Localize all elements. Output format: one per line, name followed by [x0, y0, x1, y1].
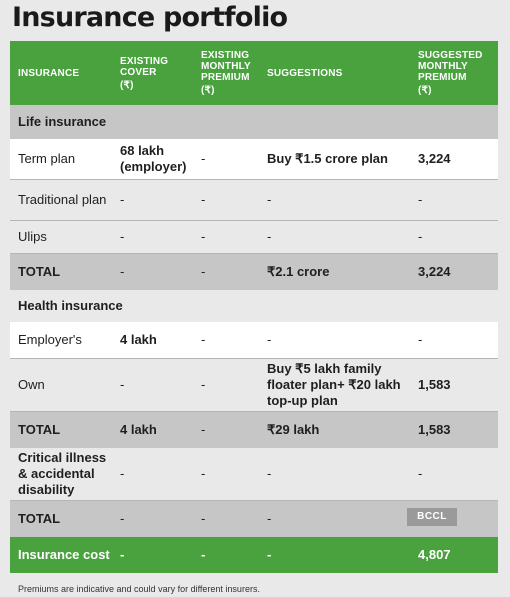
- col-header-existing-premium: EXISTING MONTHLY PREMIUM (₹): [193, 41, 259, 105]
- table-row: Ulips - - - -: [10, 220, 498, 254]
- total-row-health: TOTAL 4 lakh - ₹29 lakh 1,583: [10, 411, 498, 448]
- cell-existing-premium: -: [193, 500, 259, 537]
- section-label: Health insurance: [10, 290, 498, 322]
- watermark-badge: BCCL: [407, 508, 457, 526]
- cell-existing-premium: -: [193, 448, 259, 501]
- total-row-critical: TOTAL - - -: [10, 500, 498, 537]
- cell-existing-cover: 68 lakh (employer): [112, 139, 193, 180]
- table-row: Traditional plan - - - -: [10, 179, 498, 221]
- table-header-row: INSURANCE EXISTING COVER (₹) EXISTING MON…: [10, 41, 498, 105]
- cell-suggestion: -: [259, 448, 410, 501]
- cell-suggested-premium: -: [410, 220, 498, 254]
- cell-suggestion: ₹2.1 crore: [259, 253, 410, 290]
- cell-existing-cover: -: [112, 500, 193, 537]
- table-row: Critical illness & accidental disability…: [10, 448, 498, 501]
- cell-suggestion: -: [259, 500, 410, 537]
- cell-suggestion: -: [259, 537, 410, 573]
- cell-insurance: Term plan: [10, 139, 112, 180]
- table-row: Term plan 68 lakh (employer) - Buy ₹1.5 …: [10, 139, 498, 180]
- cell-existing-premium: -: [193, 139, 259, 180]
- cell-total-label: TOTAL: [10, 500, 112, 537]
- cell-suggested-premium: -: [410, 448, 498, 501]
- cell-insurance: Traditional plan: [10, 179, 112, 221]
- cell-total-label: TOTAL: [10, 411, 112, 448]
- insurance-table: INSURANCE EXISTING COVER (₹) EXISTING MON…: [10, 41, 498, 573]
- col-header-suggested-premium: SUGGESTED MONTHLY PREMIUM (₹): [410, 41, 498, 105]
- cell-existing-cover: -: [112, 358, 193, 412]
- section-row-health: Health insurance: [10, 290, 498, 322]
- cell-existing-premium: -: [193, 411, 259, 448]
- cell-suggested-premium: 1,583: [410, 411, 498, 448]
- cell-existing-premium: -: [193, 537, 259, 573]
- cell-existing-premium: -: [193, 253, 259, 290]
- col-header-suggestions: SUGGESTIONS: [259, 41, 410, 105]
- cell-suggestion: Buy ₹5 lakh family floater plan+ ₹20 lak…: [259, 358, 410, 412]
- cell-suggestion: Buy ₹1.5 crore plan: [259, 139, 410, 180]
- cell-existing-cover: -: [112, 253, 193, 290]
- col-header-insurance: INSURANCE: [10, 41, 112, 105]
- cell-suggested-premium: 3,224: [410, 139, 498, 180]
- section-label: Life insurance: [10, 105, 498, 139]
- col-header-existing-cover: EXISTING COVER (₹): [112, 41, 193, 105]
- cell-existing-cover: -: [112, 537, 193, 573]
- cell-existing-cover: -: [112, 448, 193, 501]
- cell-existing-premium: -: [193, 179, 259, 221]
- cell-existing-premium: -: [193, 220, 259, 254]
- section-row-life: Life insurance: [10, 105, 498, 139]
- cell-suggested-premium: -: [410, 179, 498, 221]
- cell-suggested-premium: 1,583: [410, 358, 498, 412]
- cell-suggested-premium: 4,807: [410, 537, 498, 573]
- table-row: Own - - Buy ₹5 lakh family floater plan+…: [10, 358, 498, 412]
- cell-insurance: Own: [10, 358, 112, 412]
- total-row-life: TOTAL - - ₹2.1 crore 3,224: [10, 253, 498, 290]
- insurance-cost-row: Insurance cost - - - 4,807: [10, 537, 498, 573]
- cell-insurance: Ulips: [10, 220, 112, 254]
- cell-suggestion: ₹29 lakh: [259, 411, 410, 448]
- cell-existing-cover: -: [112, 220, 193, 254]
- cell-suggested-premium: 3,224: [410, 253, 498, 290]
- cell-insurance: Employer's: [10, 322, 112, 359]
- cell-suggestion: -: [259, 322, 410, 359]
- cell-suggestion: -: [259, 220, 410, 254]
- cell-existing-cover: 4 lakh: [112, 322, 193, 359]
- cell-existing-cover: -: [112, 179, 193, 221]
- cell-suggested-premium: -: [410, 322, 498, 359]
- table-row: Employer's 4 lakh - - -: [10, 322, 498, 359]
- cell-existing-premium: -: [193, 322, 259, 359]
- cell-existing-cover: 4 lakh: [112, 411, 193, 448]
- cell-existing-premium: -: [193, 358, 259, 412]
- cell-total-label: TOTAL: [10, 253, 112, 290]
- cell-cost-label: Insurance cost: [10, 537, 112, 573]
- page-title: Insurance portfolio: [12, 2, 288, 33]
- cell-suggestion: -: [259, 179, 410, 221]
- footnote: Premiums are indicative and could vary f…: [18, 584, 260, 594]
- cell-insurance: Critical illness & accidental disability: [10, 448, 112, 501]
